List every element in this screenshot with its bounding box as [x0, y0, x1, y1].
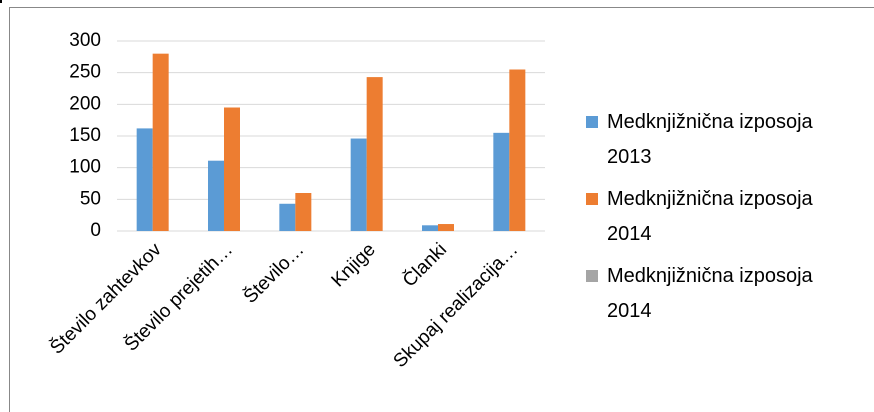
corner-dot [0, 0, 2, 3]
y-tick-label: 200 [69, 93, 101, 114]
bar [136, 128, 153, 231]
bar [509, 69, 526, 231]
x-tick-label: Članki [398, 239, 451, 292]
legend-entry: Medknjižnična izposoja 2014 [586, 259, 856, 329]
legend-label: Medknjižnična izposoja 2014 [607, 265, 813, 322]
bar [208, 160, 224, 231]
bar [295, 193, 312, 231]
bar [224, 107, 240, 231]
legend-swatch [586, 116, 598, 128]
y-tick-label: 50 [80, 188, 101, 209]
y-tick-label: 100 [69, 157, 101, 178]
y-tick-label: 250 [69, 62, 101, 83]
legend-swatch [586, 270, 598, 282]
chart-border [9, 7, 874, 412]
bar [152, 53, 169, 231]
y-tick-label: 0 [90, 220, 101, 241]
x-tick-label: Število… [239, 239, 308, 308]
legend-label: Medknjižnična izposoja 2014 [607, 188, 813, 245]
bar [279, 203, 296, 231]
legend-label: Medknjižnična izposoja 2013 [607, 111, 813, 168]
x-tick-label: Skupaj realizacija… [390, 239, 523, 372]
bar [366, 77, 383, 231]
bar [350, 138, 367, 231]
bar [422, 225, 438, 231]
x-tick-label: Knjige [328, 239, 380, 291]
bar [438, 224, 454, 231]
legend-entry: Medknjižnična izposoja 2013 [586, 105, 856, 175]
y-tick-label: 150 [69, 125, 101, 146]
legend-entry: Medknjižnična izposoja 2014 [586, 182, 856, 252]
legend-swatch [586, 193, 598, 205]
y-tick-label: 300 [69, 30, 101, 51]
bar [493, 132, 510, 231]
